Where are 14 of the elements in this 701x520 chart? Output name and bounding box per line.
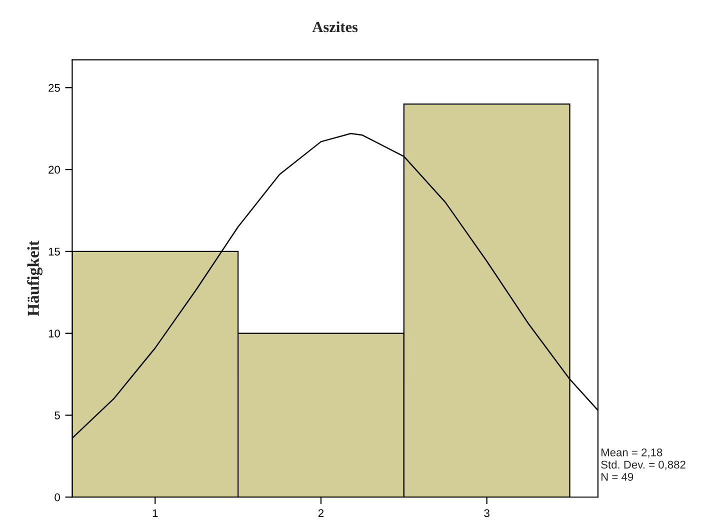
x-tick-label: 1: [152, 509, 158, 517]
y-axis-title: Häufigkeit: [27, 240, 42, 316]
text: Std. Dev. = 0,882: [601, 460, 686, 470]
y-tick-label: 5: [54, 412, 60, 420]
text: N = 49: [601, 472, 634, 481]
y-tick-label: 15: [48, 248, 60, 256]
x-tick-label: 2: [318, 509, 324, 517]
text: Mean = 2,18: [601, 448, 662, 458]
y-tick-label: 25: [48, 84, 60, 92]
y-tick-label: 0: [54, 493, 60, 502]
chart-title: Aszites: [312, 21, 358, 32]
y-tick-label: 20: [48, 166, 60, 174]
y-tick-label: 10: [48, 330, 60, 338]
x-tick-label: 3: [484, 509, 490, 518]
